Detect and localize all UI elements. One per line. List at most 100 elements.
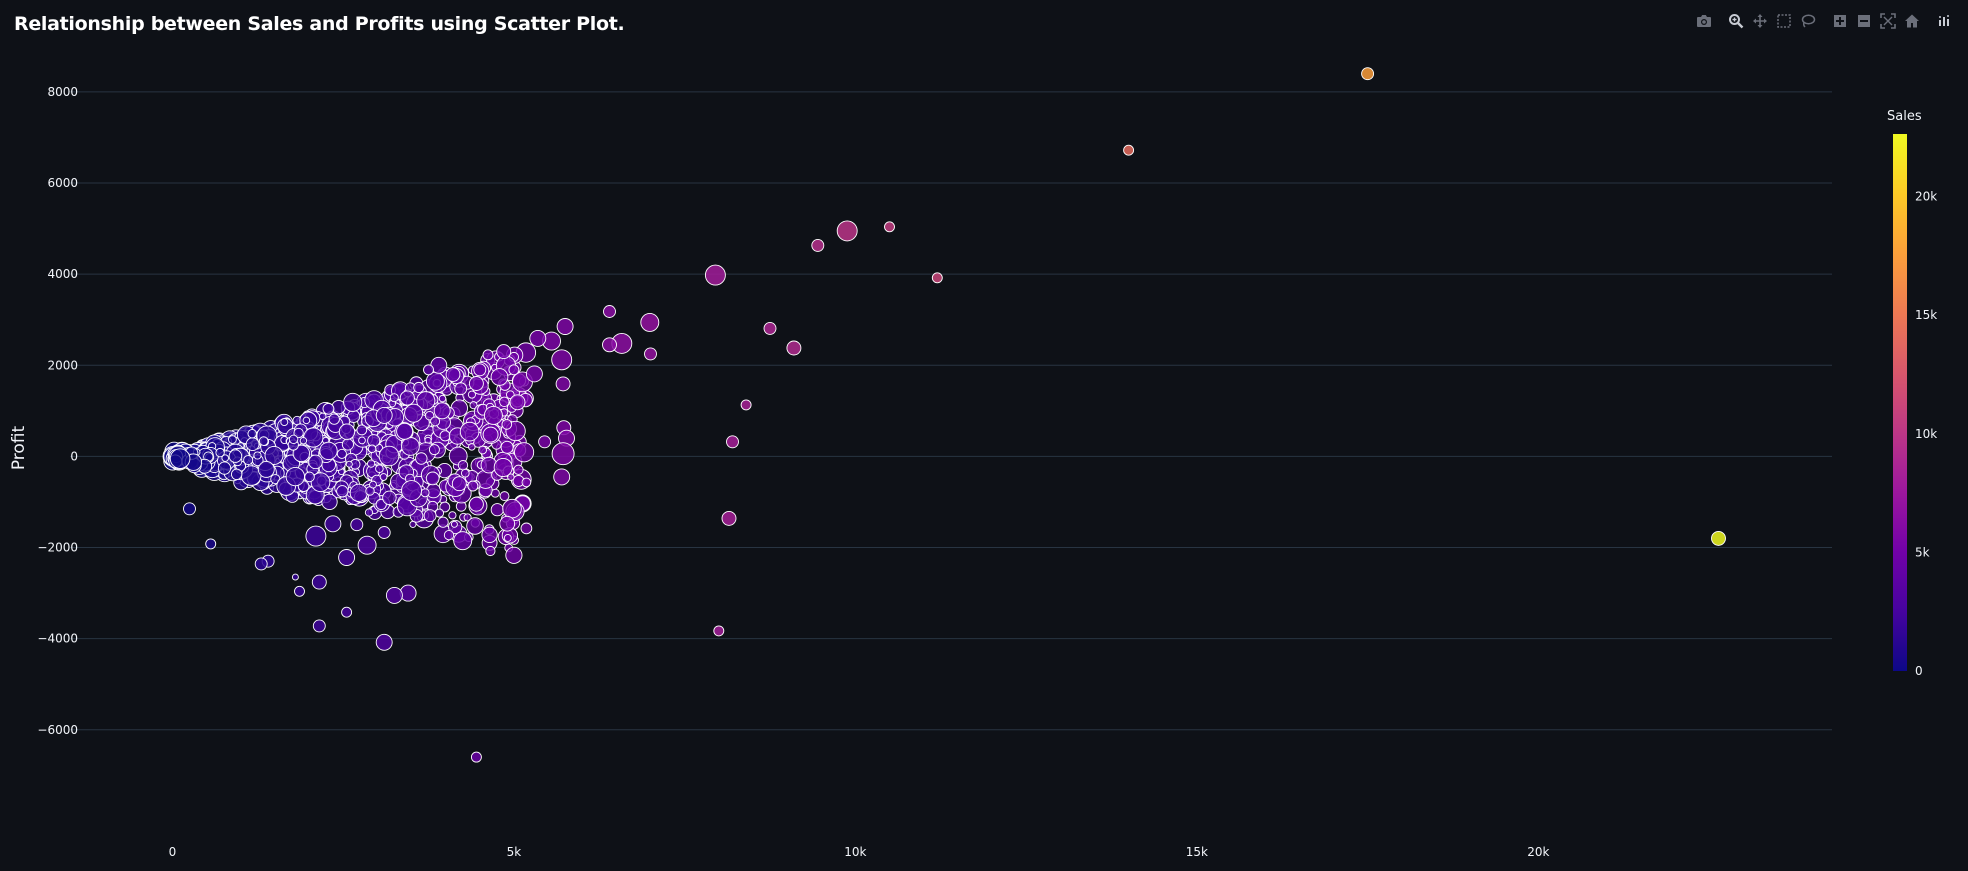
data-point[interactable] bbox=[302, 416, 311, 425]
data-point[interactable] bbox=[389, 393, 399, 403]
zoom-in-icon[interactable] bbox=[1828, 10, 1852, 32]
data-point[interactable] bbox=[640, 312, 660, 332]
data-point[interactable] bbox=[308, 454, 323, 470]
data-point[interactable] bbox=[310, 472, 331, 493]
data-point[interactable] bbox=[375, 406, 393, 424]
data-point[interactable] bbox=[227, 435, 237, 444]
data-point[interactable] bbox=[713, 625, 725, 637]
data-point[interactable] bbox=[382, 490, 397, 506]
autoscale-icon[interactable] bbox=[1876, 10, 1900, 32]
data-point[interactable] bbox=[343, 392, 363, 412]
data-point[interactable] bbox=[1123, 144, 1135, 156]
reset-axes-icon[interactable] bbox=[1900, 10, 1924, 32]
data-point[interactable] bbox=[439, 430, 451, 442]
data-point[interactable] bbox=[321, 493, 338, 511]
data-point[interactable] bbox=[508, 364, 520, 376]
data-point[interactable] bbox=[499, 491, 510, 502]
data-point[interactable] bbox=[375, 633, 393, 651]
data-point[interactable] bbox=[217, 461, 232, 475]
data-point[interactable] bbox=[1361, 67, 1375, 81]
data-point[interactable] bbox=[303, 427, 324, 448]
data-point[interactable] bbox=[312, 619, 326, 633]
data-point[interactable] bbox=[726, 435, 739, 449]
data-point[interactable] bbox=[525, 365, 543, 383]
data-point[interactable] bbox=[538, 435, 552, 449]
box-select-icon[interactable] bbox=[1772, 10, 1796, 32]
data-point[interactable] bbox=[341, 438, 354, 451]
data-point[interactable] bbox=[490, 503, 504, 517]
data-point[interactable] bbox=[481, 526, 498, 544]
data-point[interactable] bbox=[483, 405, 503, 425]
data-point[interactable] bbox=[884, 221, 895, 233]
data-point[interactable] bbox=[311, 574, 327, 590]
data-point[interactable] bbox=[328, 413, 340, 425]
data-point[interactable] bbox=[423, 364, 434, 376]
data-point[interactable] bbox=[468, 496, 484, 512]
data-point[interactable] bbox=[468, 376, 484, 391]
data-point[interactable] bbox=[366, 459, 376, 468]
data-point[interactable] bbox=[345, 460, 353, 468]
data-point[interactable] bbox=[556, 318, 574, 335]
data-point[interactable] bbox=[367, 434, 381, 448]
data-point[interactable] bbox=[461, 468, 470, 478]
data-point[interactable] bbox=[469, 401, 478, 410]
data-point[interactable] bbox=[473, 363, 487, 377]
data-point[interactable] bbox=[341, 606, 353, 618]
data-point[interactable] bbox=[721, 510, 737, 526]
data-point[interactable] bbox=[375, 464, 384, 473]
data-point[interactable] bbox=[230, 468, 243, 481]
data-point[interactable] bbox=[496, 344, 512, 360]
data-point[interactable] bbox=[740, 399, 752, 411]
data-point[interactable] bbox=[439, 501, 451, 513]
data-point[interactable] bbox=[482, 426, 499, 443]
data-point[interactable] bbox=[322, 402, 335, 415]
data-point[interactable] bbox=[478, 445, 487, 455]
data-point[interactable] bbox=[336, 448, 347, 459]
data-point[interactable] bbox=[931, 272, 943, 284]
data-point[interactable] bbox=[356, 424, 368, 436]
data-point[interactable] bbox=[470, 751, 482, 763]
data-point[interactable] bbox=[228, 449, 243, 463]
data-point[interactable] bbox=[501, 419, 513, 430]
data-point[interactable] bbox=[338, 549, 356, 566]
data-point[interactable] bbox=[258, 436, 269, 446]
data-point[interactable] bbox=[490, 368, 509, 386]
zoom-out-icon[interactable] bbox=[1852, 10, 1876, 32]
data-point[interactable] bbox=[468, 443, 476, 451]
data-point[interactable] bbox=[521, 477, 532, 488]
data-point[interactable] bbox=[292, 444, 310, 463]
data-point[interactable] bbox=[349, 483, 368, 502]
data-point[interactable] bbox=[482, 349, 494, 361]
data-point[interactable] bbox=[430, 416, 441, 427]
zoom-icon[interactable] bbox=[1724, 10, 1748, 32]
data-point[interactable] bbox=[336, 485, 349, 498]
data-point[interactable] bbox=[457, 460, 469, 471]
data-point[interactable] bbox=[463, 513, 472, 522]
data-point[interactable] bbox=[350, 518, 364, 532]
data-point[interactable] bbox=[466, 517, 484, 535]
lasso-select-icon[interactable] bbox=[1796, 10, 1820, 32]
data-point[interactable] bbox=[551, 442, 575, 466]
data-point[interactable] bbox=[500, 440, 514, 454]
data-point[interactable] bbox=[288, 434, 299, 445]
data-point[interactable] bbox=[379, 473, 388, 481]
data-point[interactable] bbox=[358, 436, 366, 445]
data-point[interactable] bbox=[428, 444, 440, 456]
data-point[interactable] bbox=[551, 349, 573, 371]
data-point[interactable] bbox=[254, 557, 268, 571]
data-point[interactable] bbox=[319, 441, 338, 461]
data-point[interactable] bbox=[425, 471, 440, 486]
data-point[interactable] bbox=[437, 516, 449, 528]
data-point[interactable] bbox=[520, 522, 533, 535]
data-point[interactable] bbox=[221, 454, 229, 462]
data-point[interactable] bbox=[367, 444, 377, 454]
data-point[interactable] bbox=[404, 403, 424, 423]
data-point[interactable] bbox=[413, 381, 425, 394]
data-point[interactable] bbox=[401, 437, 420, 456]
data-point[interactable] bbox=[507, 473, 515, 481]
data-point[interactable] bbox=[369, 480, 377, 489]
data-point[interactable] bbox=[453, 531, 473, 551]
camera-icon[interactable] bbox=[1692, 10, 1716, 32]
data-point[interactable] bbox=[385, 586, 403, 604]
data-point[interactable] bbox=[243, 455, 254, 466]
